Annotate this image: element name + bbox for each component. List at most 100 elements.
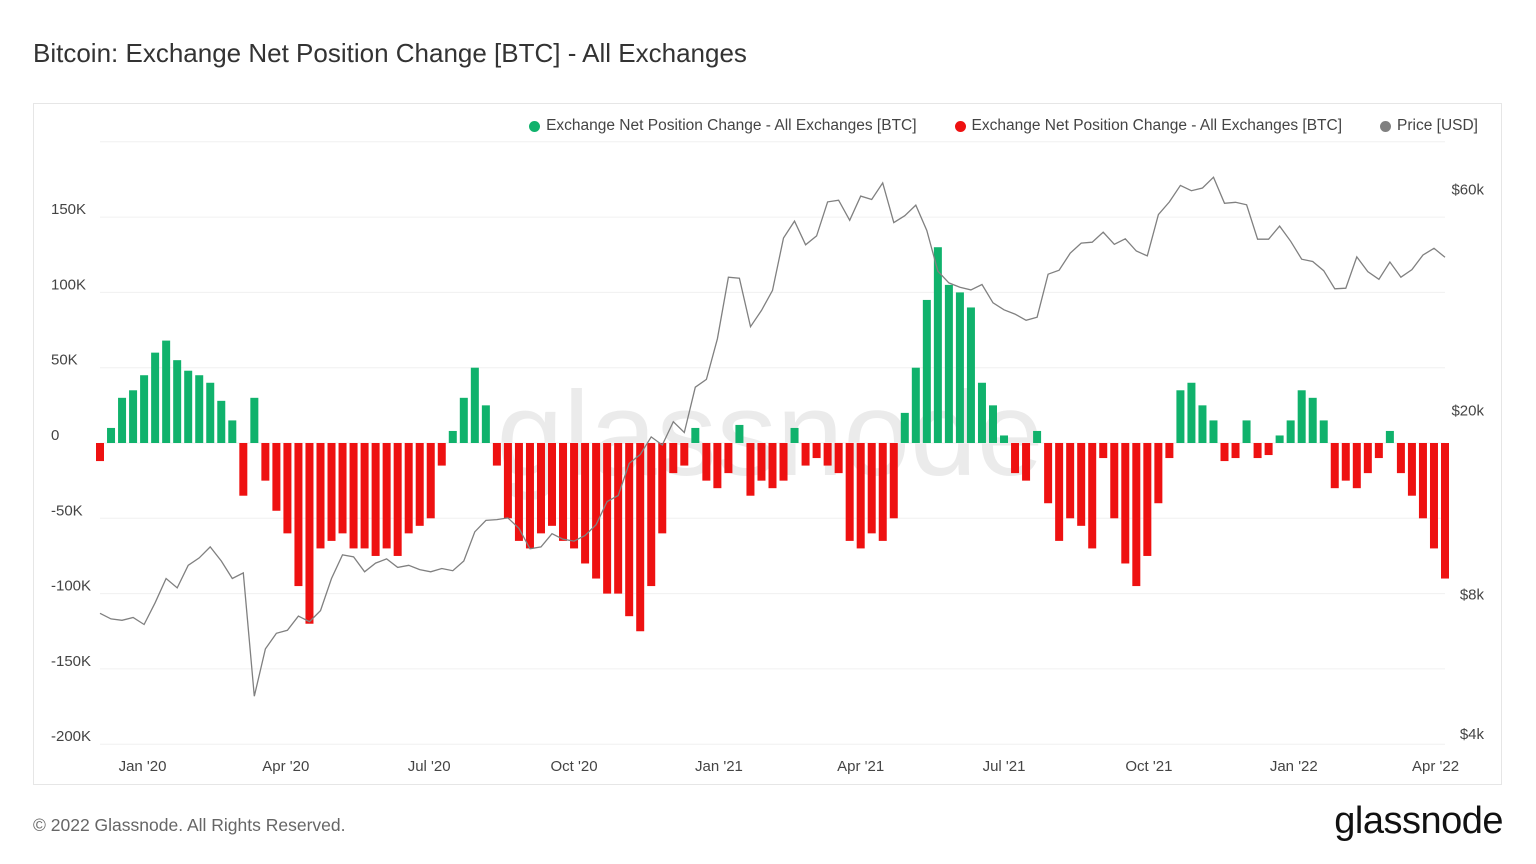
bar-negative <box>1264 443 1273 456</box>
bar-negative <box>1011 443 1020 474</box>
legend-item-inflow[interactable]: Exchange Net Position Change - All Excha… <box>529 117 917 135</box>
bar-positive <box>1242 420 1251 443</box>
bar-negative <box>1341 443 1350 481</box>
bar-negative <box>889 443 898 519</box>
bar-negative <box>492 443 501 466</box>
bar-negative <box>1441 443 1449 579</box>
bar-positive <box>107 427 116 443</box>
bar-negative <box>1121 443 1130 564</box>
bar-negative <box>779 443 788 481</box>
x-tick-label: Apr '21 <box>837 758 884 775</box>
bar-positive <box>1385 430 1394 443</box>
bar-negative <box>525 443 534 549</box>
red-dot-icon <box>954 120 966 132</box>
bar-negative <box>1429 443 1438 549</box>
bar-positive <box>944 284 953 443</box>
bar-positive <box>184 370 193 443</box>
bar-negative <box>1154 443 1163 504</box>
bar-negative <box>514 443 523 541</box>
bars <box>96 247 1449 632</box>
bar-negative <box>1066 443 1075 519</box>
bar-negative <box>1352 443 1361 489</box>
y-left-tick-label: -50K <box>51 502 83 519</box>
bar-negative <box>360 443 369 549</box>
bar-negative <box>724 443 733 474</box>
y-left-tick-label: 100K <box>51 276 86 293</box>
bar-negative <box>426 443 435 519</box>
bar-negative <box>548 443 557 526</box>
bar-positive <box>118 397 127 443</box>
y-right-tick-label: $20k <box>1451 403 1484 420</box>
bar-negative <box>592 443 601 579</box>
y-left-tick-label: -100K <box>51 578 91 595</box>
bar-negative <box>636 443 645 632</box>
bar-positive <box>250 397 259 443</box>
legend: Exchange Net Position Change - All Excha… <box>529 117 1478 135</box>
glassnode-logo: glassnode <box>1334 800 1503 842</box>
bar-positive <box>1319 420 1328 443</box>
bar-negative <box>536 443 545 534</box>
bar-positive <box>448 430 457 443</box>
bar-negative <box>1231 443 1240 459</box>
price-line <box>99 176 1446 697</box>
bar-negative <box>702 443 711 481</box>
bar-negative <box>1055 443 1064 541</box>
bar-negative <box>680 443 689 466</box>
bar-negative <box>878 443 887 541</box>
bar-positive <box>911 367 920 443</box>
bar-negative <box>1330 443 1339 489</box>
green-dot-icon <box>529 120 541 132</box>
bar-negative <box>1132 443 1141 587</box>
bar-negative <box>1363 443 1372 474</box>
legend-item-outflow[interactable]: Exchange Net Position Change - All Excha… <box>954 117 1342 135</box>
bar-positive <box>1308 397 1317 443</box>
bar-negative <box>746 443 755 496</box>
bar-negative <box>305 443 314 624</box>
bar-positive <box>206 382 215 443</box>
bar-negative <box>768 443 777 489</box>
bar-negative <box>503 443 512 519</box>
bar-positive <box>481 405 490 443</box>
bar-negative <box>581 443 590 564</box>
bar-positive <box>228 420 237 443</box>
x-tick-label: Apr '22 <box>1412 758 1459 775</box>
y-left-tick-label: -150K <box>51 653 91 670</box>
y-left-tick-label: -200K <box>51 728 91 745</box>
copyright: © 2022 Glassnode. All Rights Reserved. <box>33 815 346 835</box>
bar-negative <box>393 443 402 556</box>
bar-negative <box>371 443 380 556</box>
bar-positive <box>1033 430 1042 443</box>
bar-negative <box>404 443 413 534</box>
bar-negative <box>570 443 579 549</box>
bar-negative <box>96 443 104 462</box>
bar-negative <box>669 443 678 474</box>
chart-title: Bitcoin: Exchange Net Position Change [B… <box>33 38 747 68</box>
x-tick-label: Oct '21 <box>1125 758 1172 775</box>
legend-item-price[interactable]: Price [USD] <box>1380 117 1478 135</box>
bar-negative <box>1099 443 1108 459</box>
legend-label: Exchange Net Position Change - All Excha… <box>546 117 917 134</box>
x-tick-label: Jul '20 <box>408 758 451 775</box>
x-tick-label: Apr '20 <box>262 758 309 775</box>
bar-positive <box>735 424 744 443</box>
bar-negative <box>338 443 347 534</box>
y-left-tick-label: 50K <box>51 352 78 369</box>
bar-positive <box>922 299 931 443</box>
bar-negative <box>1077 443 1086 526</box>
bar-negative <box>1407 443 1416 496</box>
bar-negative <box>283 443 292 534</box>
y-right-tick-label: $60k <box>1451 182 1484 199</box>
bar-negative <box>239 443 248 496</box>
bar-negative <box>559 443 568 541</box>
chart-panel <box>33 103 1502 785</box>
bar-negative <box>856 443 865 549</box>
bar-negative <box>845 443 854 541</box>
gray-dot-icon <box>1380 120 1392 132</box>
bar-positive <box>470 367 479 443</box>
bar-positive <box>1198 405 1207 443</box>
bar-negative <box>713 443 722 489</box>
bar-negative <box>834 443 843 474</box>
bar-positive <box>1286 420 1295 443</box>
bar-positive <box>977 382 986 443</box>
